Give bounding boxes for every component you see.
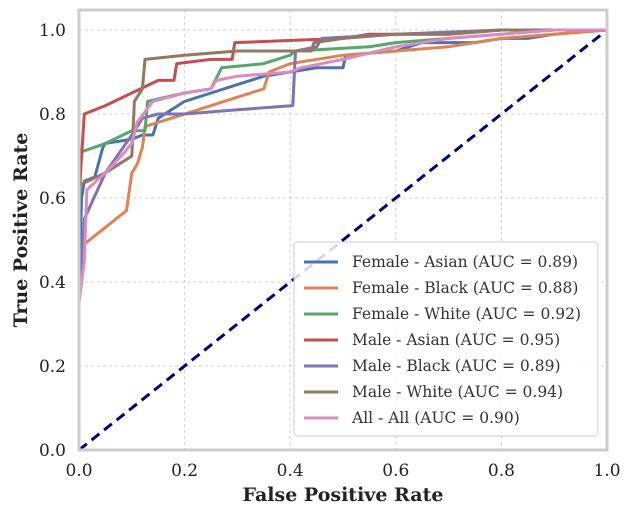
y-tick-labels: 0.0 0.2 0.4 0.6 0.8 1.0 bbox=[39, 21, 66, 461]
legend-label: Male - Asian (AUC = 0.95) bbox=[352, 331, 560, 349]
series-line bbox=[77, 28, 609, 288]
legend-label: Male - White (AUC = 0.94) bbox=[352, 383, 563, 401]
legend-label: Female - White (AUC = 0.92) bbox=[352, 305, 581, 323]
x-tick-label: 0.6 bbox=[382, 461, 409, 481]
plot-frame bbox=[77, 8, 609, 452]
y-tick-label: 0.6 bbox=[39, 189, 66, 209]
y-axis-title: True Positive Rate bbox=[10, 133, 32, 328]
y-tick-label: 0.0 bbox=[39, 441, 66, 461]
x-tick-label: 0.2 bbox=[171, 461, 198, 481]
reference-line-layer bbox=[78, 28, 608, 452]
x-tick-label: 0.8 bbox=[488, 461, 515, 481]
legend-box bbox=[293, 241, 599, 437]
legend-label: All - All (AUC = 0.90) bbox=[351, 409, 520, 427]
legend-label: Female - Black (AUC = 0.88) bbox=[352, 279, 578, 297]
legend: Female - Asian (AUC = 0.89) Female - Blac… bbox=[293, 241, 599, 437]
x-tick-label: 0.4 bbox=[277, 461, 304, 481]
y-tick-label: 0.4 bbox=[39, 273, 66, 293]
series-layer bbox=[77, 28, 609, 305]
legend-label: Male - Black (AUC = 0.89) bbox=[352, 357, 561, 375]
x-tick-label: 0.0 bbox=[65, 461, 92, 481]
y-tick-label: 1.0 bbox=[39, 21, 66, 41]
x-axis-title: False Positive Rate bbox=[243, 484, 444, 506]
series-line bbox=[77, 28, 609, 187]
x-tick-label: 1.0 bbox=[593, 461, 620, 481]
reference-diagonal bbox=[78, 28, 608, 452]
x-tick-labels: 0.0 0.2 0.4 0.6 0.8 1.0 bbox=[65, 461, 620, 481]
y-tick-label: 0.8 bbox=[39, 105, 66, 125]
series-line bbox=[77, 28, 609, 305]
legend-label: Female - Asian (AUC = 0.89) bbox=[352, 253, 578, 271]
y-tick-label: 0.2 bbox=[39, 357, 66, 377]
